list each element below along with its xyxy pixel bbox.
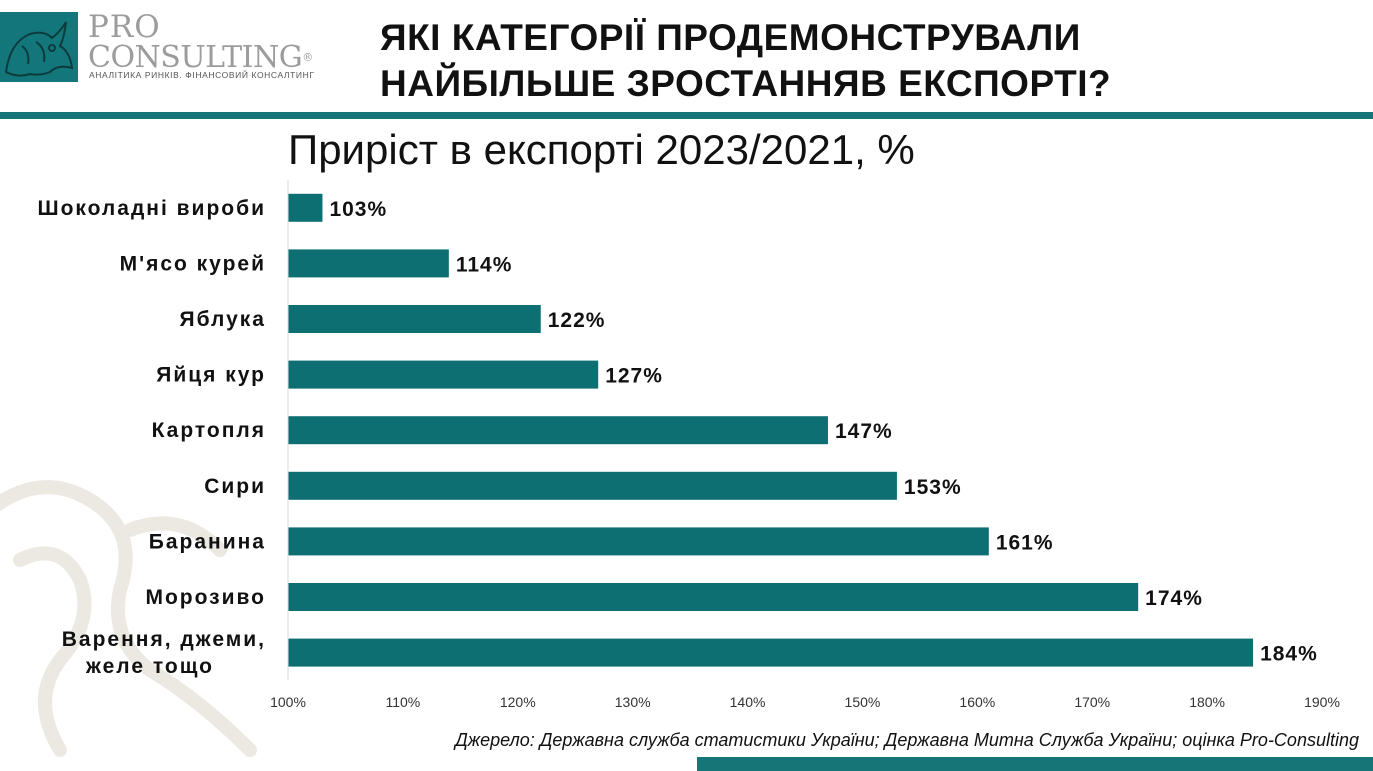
x-tick-label: 130% bbox=[615, 694, 651, 710]
headline-line-2: НАЙБІЛЬШЕ ЗРОСТАННЯВ ЕКСПОРТІ? bbox=[380, 63, 1112, 104]
bar bbox=[288, 249, 449, 278]
x-tick-label: 180% bbox=[1189, 694, 1225, 710]
rhino-watermark-icon bbox=[0, 480, 257, 757]
category-label: М'ясо курей bbox=[120, 252, 266, 275]
category-label: Сири bbox=[204, 475, 266, 498]
bar bbox=[288, 527, 989, 556]
rhino-logo-icon bbox=[4, 21, 74, 77]
chart-title: Приріст в експорті 2023/2021, % bbox=[288, 126, 915, 173]
x-tick-label: 140% bbox=[730, 694, 766, 710]
logo-tagline: АНАЛІТИКА РИНКІВ. ФІНАНСОВИЙ КОНСАЛТИНГ bbox=[89, 70, 315, 80]
logo-pro-text: PRO bbox=[88, 9, 161, 45]
data-label: 147% bbox=[835, 420, 893, 443]
x-tick-label: 110% bbox=[385, 694, 420, 710]
category-label: Яйця кур bbox=[156, 364, 266, 387]
data-label: 103% bbox=[329, 198, 387, 221]
footer-divider bbox=[697, 757, 1373, 771]
source-note: Джерело: Державна служба статистики Укра… bbox=[455, 730, 1359, 750]
x-tick-label: 170% bbox=[1074, 694, 1110, 710]
header-divider bbox=[0, 112, 1373, 119]
category-label: Шоколадні вироби bbox=[37, 197, 266, 220]
data-label: 174% bbox=[1145, 587, 1203, 610]
logo-consulting-wrap: CONSULTING® bbox=[88, 41, 313, 75]
category-label: Картопля bbox=[152, 419, 266, 442]
logo-registered-mark: ® bbox=[302, 51, 313, 64]
logo-consulting-text: CONSULTING bbox=[88, 40, 303, 75]
x-tick-label: 120% bbox=[500, 694, 536, 710]
data-label: 153% bbox=[904, 476, 962, 499]
logo-mark bbox=[0, 12, 78, 82]
x-tick-label: 160% bbox=[959, 694, 995, 710]
category-label: Баранина bbox=[149, 530, 266, 553]
bar bbox=[288, 471, 897, 500]
x-tick-label: 150% bbox=[845, 694, 881, 710]
bar bbox=[288, 416, 828, 445]
category-label: Яблука bbox=[180, 308, 266, 331]
bar bbox=[288, 193, 323, 222]
category-label: желе тощо bbox=[85, 655, 214, 678]
category-label: Варення, джеми, bbox=[62, 628, 266, 651]
bar bbox=[288, 583, 1139, 611]
headline-line-1: ЯКІ КАТЕГОРІЇ ПРОДЕМОНСТРУВАЛИ bbox=[380, 17, 1081, 58]
x-tick-label: 100% bbox=[270, 694, 306, 710]
bar bbox=[288, 305, 541, 333]
data-label: 127% bbox=[605, 365, 663, 388]
bar bbox=[288, 360, 599, 389]
page-headline: ЯКІ КАТЕГОРІЇ ПРОДЕМОНСТРУВАЛИ НАЙБІЛЬШЕ… bbox=[380, 15, 1340, 107]
bar bbox=[288, 638, 1254, 667]
category-label: Морозиво bbox=[145, 586, 266, 609]
x-tick-label: 190% bbox=[1304, 694, 1340, 710]
data-label: 122% bbox=[548, 309, 606, 332]
data-label: 184% bbox=[1260, 643, 1318, 666]
data-label: 114% bbox=[456, 253, 513, 276]
data-label: 161% bbox=[996, 531, 1054, 554]
